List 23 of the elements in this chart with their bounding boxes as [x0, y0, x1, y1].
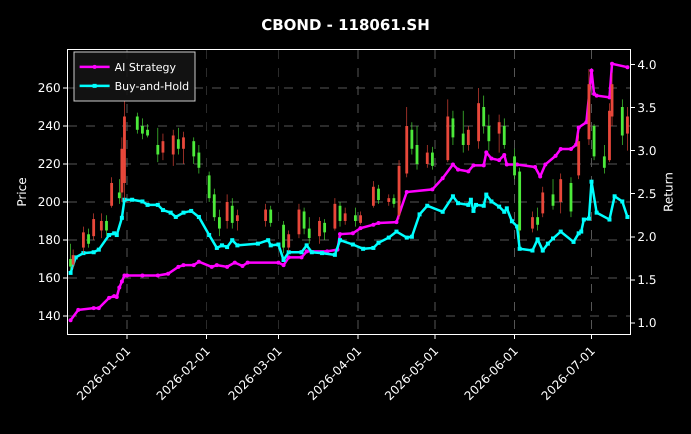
candlestick	[552, 179, 554, 210]
y2-tick-label: 3.0	[637, 144, 656, 158]
y-tick-label: 160	[38, 271, 61, 286]
candlestick	[182, 132, 185, 164]
y2-axis-title: Return	[661, 172, 676, 212]
chart-title: CBOND - 118061.SH	[261, 16, 430, 34]
y-tick-label: 200	[38, 195, 61, 210]
y2-tick-label: 2.0	[637, 230, 656, 244]
y-tick-label: 240	[38, 119, 61, 134]
y2-tick-label: 1.5	[637, 272, 656, 287]
y-axis-title: Price	[14, 177, 29, 207]
y-tick-label: 140	[38, 309, 61, 324]
y-tick-label: 220	[38, 157, 61, 172]
y-tick-label: 260	[38, 81, 61, 96]
y2-tick-label: 3.5	[637, 100, 656, 115]
candlestick	[146, 124, 149, 138]
legend-label: AI Strategy	[114, 61, 177, 74]
legend-label: Buy-and-Hold	[114, 80, 190, 94]
y2-tick-label: 1.0	[637, 316, 656, 330]
candlestick	[626, 106, 629, 151]
y-tick-label: 180	[38, 233, 61, 248]
y2-tick-label: 4.0	[637, 58, 656, 72]
y2-tick-label: 2.5	[637, 186, 656, 201]
